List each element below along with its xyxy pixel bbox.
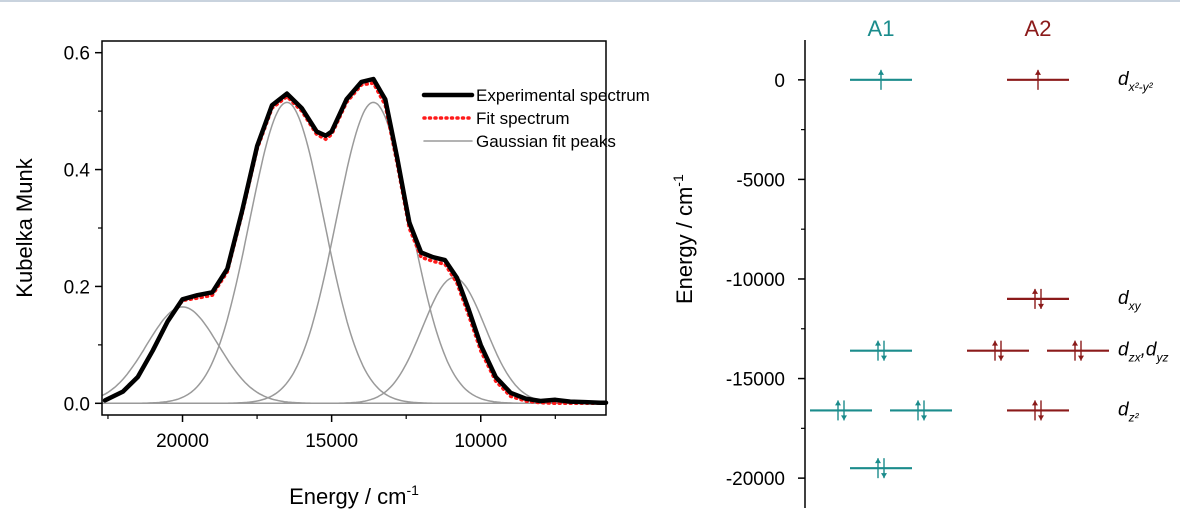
orbital-label: dxy xyxy=(1118,288,1142,313)
orbital-label-main: d xyxy=(1118,288,1130,309)
electron-up-arrow-head xyxy=(878,69,884,75)
y-tick-label: 0.0 xyxy=(64,394,90,415)
electron-up-arrow-head xyxy=(835,400,841,406)
x-tick-label: 20000 xyxy=(156,431,209,452)
column-header-a2: A2 xyxy=(1025,16,1052,41)
electron-up-arrow-head xyxy=(1035,69,1041,75)
y-tick-label: 0.4 xyxy=(64,161,91,182)
x-axis-label-text: Energy / cm xyxy=(289,484,406,509)
gaussian-layer xyxy=(101,101,605,405)
orbital-label-sub: z² xyxy=(1128,410,1140,424)
x-axis-label: Energy / cm-1 xyxy=(289,482,419,509)
fit-layer xyxy=(103,81,608,406)
orbital-label-sep: , xyxy=(1141,340,1146,361)
energy-axis-label: Energy / cm-1 xyxy=(670,174,697,304)
orbital-label-main: d xyxy=(1118,340,1130,361)
energy-axis-ticks: 0 -5000 -10000 -15000 -20000 xyxy=(726,71,805,490)
energy-axis-label-sup: -1 xyxy=(670,174,686,187)
electron-up-arrow-head xyxy=(915,400,921,406)
energy-axis-label-text: Energy / cm xyxy=(672,187,697,304)
orbital-label: dz² xyxy=(1118,399,1140,424)
energy-level-diagram: 0 -5000 -10000 -15000 -20000 Energy / cm-1 A… xyxy=(670,16,1168,508)
orbital-label-sub-2: yz xyxy=(1155,351,1168,365)
orbital-label-sub: xy xyxy=(1128,299,1142,313)
electron-down-arrow-head xyxy=(1078,355,1084,361)
y-axis-label: Kubelka Munk xyxy=(12,157,37,297)
experimental-layer xyxy=(102,76,609,405)
gaussian-peak-4 xyxy=(102,276,605,405)
legend-label-3: Gaussian fit peaks xyxy=(476,132,616,151)
orbital-label-sub: x²-y² xyxy=(1128,80,1154,94)
top-rule xyxy=(0,0,1180,2)
x-axis-ticks: 20000 15000 10000 xyxy=(107,415,556,452)
gaussian-peak-1 xyxy=(101,306,605,405)
legend-label-1: Experimental spectrum xyxy=(476,86,650,105)
electron-up-arrow-head xyxy=(992,340,998,346)
energy-tick-label: -20000 xyxy=(726,469,785,490)
energy-tick-label: 0 xyxy=(774,71,785,92)
y-tick-label: 0.2 xyxy=(64,277,90,298)
column-header-a1: A1 xyxy=(868,16,895,41)
y-axis-ticks: 0.0 0.2 0.4 0.6 xyxy=(64,44,102,415)
electron-down-arrow-head xyxy=(998,355,1004,361)
energy-tick-label: -5000 xyxy=(736,170,785,191)
orbital-label-main: d xyxy=(1118,69,1130,90)
electron-up-arrow-head xyxy=(875,458,881,464)
electron-up-arrow-head xyxy=(1072,340,1078,346)
electron-down-arrow-head xyxy=(921,415,927,421)
orbital-label-main: d xyxy=(1118,399,1130,420)
orbital-label-main-2: d xyxy=(1146,340,1158,361)
electron-up-arrow-head xyxy=(875,340,881,346)
y-tick-label: 0.6 xyxy=(64,44,90,65)
legend: Experimental spectrum Fit spectrum Gaussia… xyxy=(421,86,650,151)
fit-spectrum-line xyxy=(103,81,608,406)
energy-tick-label: -15000 xyxy=(726,370,785,391)
x-tick-label: 10000 xyxy=(454,431,507,452)
spectrum-chart: 20000 15000 10000 0.0 0.2 0.4 0.6 Energy / cm… xyxy=(12,40,650,509)
energy-tick-label: -10000 xyxy=(726,270,785,291)
levels-layer xyxy=(810,69,1109,479)
electron-down-arrow-head xyxy=(881,473,887,479)
orbital-label-sub: zx xyxy=(1128,351,1142,365)
x-axis-label-sup: -1 xyxy=(406,482,419,498)
orbital-label: dzx,dyz xyxy=(1118,340,1168,365)
experimental-spectrum-line xyxy=(102,76,609,405)
electron-down-arrow-head xyxy=(1038,415,1044,421)
electron-up-arrow-head xyxy=(1032,288,1038,294)
electron-down-arrow-head xyxy=(841,415,847,421)
electron-down-arrow-head xyxy=(1038,303,1044,309)
electron-down-arrow-head xyxy=(881,355,887,361)
x-tick-label: 15000 xyxy=(305,431,358,452)
orbital-label: dx²-y² xyxy=(1118,69,1154,94)
legend-label-2: Fit spectrum xyxy=(476,109,570,128)
electron-up-arrow-head xyxy=(1032,400,1038,406)
